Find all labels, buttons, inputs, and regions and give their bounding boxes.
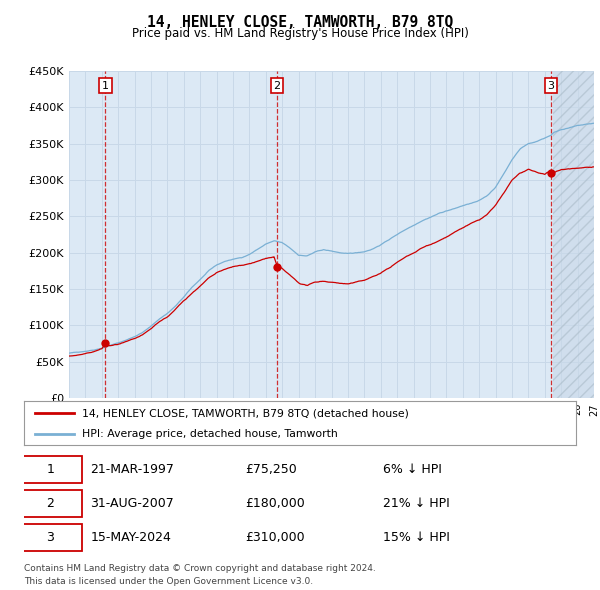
FancyBboxPatch shape (19, 455, 82, 483)
Text: 31-AUG-2007: 31-AUG-2007 (90, 497, 174, 510)
Text: 14, HENLEY CLOSE, TAMWORTH, B79 8TQ (detached house): 14, HENLEY CLOSE, TAMWORTH, B79 8TQ (det… (82, 408, 409, 418)
Text: This data is licensed under the Open Government Licence v3.0.: This data is licensed under the Open Gov… (24, 577, 313, 586)
Text: Contains HM Land Registry data © Crown copyright and database right 2024.: Contains HM Land Registry data © Crown c… (24, 564, 376, 573)
Text: 3: 3 (547, 81, 554, 91)
Text: Price paid vs. HM Land Registry's House Price Index (HPI): Price paid vs. HM Land Registry's House … (131, 27, 469, 40)
Text: £180,000: £180,000 (245, 497, 305, 510)
Text: HPI: Average price, detached house, Tamworth: HPI: Average price, detached house, Tamw… (82, 428, 338, 438)
Text: 15-MAY-2024: 15-MAY-2024 (90, 531, 171, 545)
Bar (553, 71, 594, 398)
Text: 14, HENLEY CLOSE, TAMWORTH, B79 8TQ: 14, HENLEY CLOSE, TAMWORTH, B79 8TQ (147, 15, 453, 30)
Text: 1: 1 (102, 81, 109, 91)
Text: 2: 2 (274, 81, 280, 91)
Text: 1: 1 (47, 463, 55, 476)
Text: 3: 3 (47, 531, 55, 545)
Text: 6% ↓ HPI: 6% ↓ HPI (383, 463, 442, 476)
FancyBboxPatch shape (19, 524, 82, 552)
Text: 21% ↓ HPI: 21% ↓ HPI (383, 497, 449, 510)
Text: £75,250: £75,250 (245, 463, 296, 476)
Text: 21-MAR-1997: 21-MAR-1997 (90, 463, 174, 476)
Text: 2: 2 (47, 497, 55, 510)
Text: 15% ↓ HPI: 15% ↓ HPI (383, 531, 449, 545)
FancyBboxPatch shape (19, 490, 82, 517)
Text: £310,000: £310,000 (245, 531, 304, 545)
